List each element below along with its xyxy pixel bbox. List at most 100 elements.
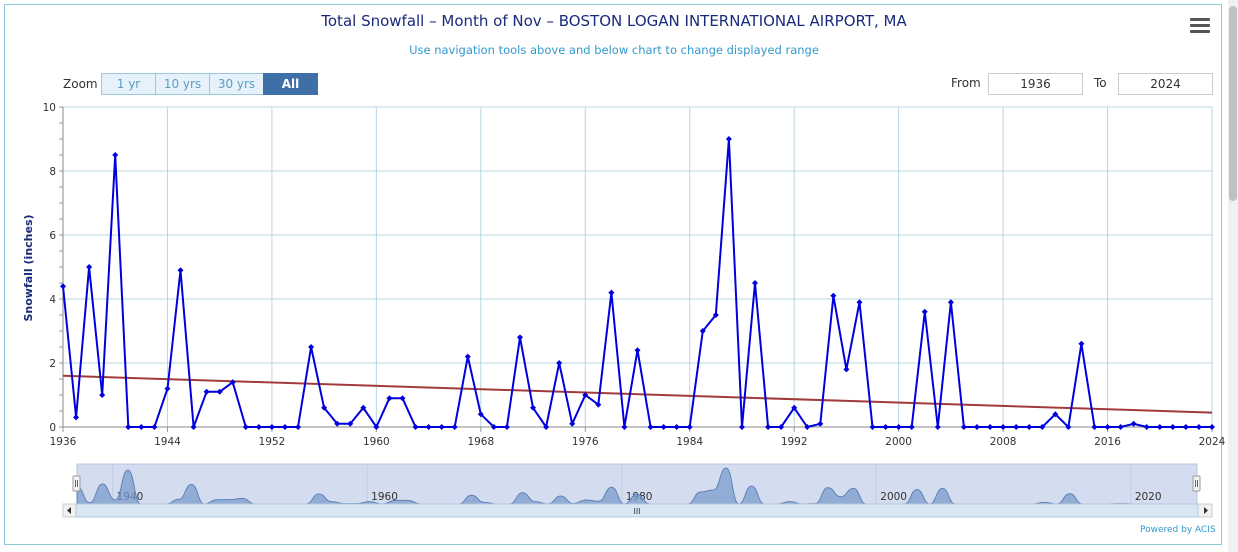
data-point bbox=[1026, 424, 1033, 430]
to-date-input[interactable] bbox=[1118, 73, 1213, 95]
data-point bbox=[934, 424, 941, 430]
data-point bbox=[281, 424, 288, 430]
data-point bbox=[725, 136, 732, 142]
data-point bbox=[295, 424, 302, 430]
data-point bbox=[477, 411, 484, 418]
data-point bbox=[765, 424, 772, 430]
credits-link[interactable]: Powered by ACIS bbox=[1140, 525, 1216, 535]
data-point bbox=[490, 424, 497, 430]
navigator-year-label: 2020 bbox=[1135, 491, 1162, 503]
data-point bbox=[1052, 411, 1059, 418]
x-tick-label: 2024 bbox=[1199, 436, 1226, 448]
zoom-10yrs-button[interactable]: 10 yrs bbox=[155, 73, 210, 95]
data-point bbox=[138, 424, 145, 430]
x-tick-label: 2016 bbox=[1094, 436, 1121, 448]
data-point bbox=[686, 424, 693, 430]
data-point bbox=[752, 280, 759, 286]
scroll-left-arrow-icon[interactable] bbox=[67, 507, 71, 514]
data-point bbox=[1078, 340, 1085, 347]
data-point bbox=[386, 395, 393, 402]
data-point bbox=[1000, 424, 1007, 430]
data-point bbox=[843, 366, 850, 373]
data-point bbox=[530, 404, 537, 411]
y-tick-label: 2 bbox=[49, 358, 56, 370]
x-tick-label: 1992 bbox=[781, 436, 808, 448]
data-point bbox=[987, 424, 994, 430]
zoom-label: Zoom bbox=[63, 77, 98, 91]
from-label: From bbox=[951, 76, 981, 90]
data-point bbox=[595, 401, 602, 408]
data-point bbox=[229, 379, 236, 386]
navigator-year-label: 2000 bbox=[880, 491, 907, 503]
data-point bbox=[125, 424, 132, 430]
data-point bbox=[86, 264, 93, 270]
data-point bbox=[947, 299, 954, 306]
data-point bbox=[268, 424, 275, 430]
data-point bbox=[1143, 424, 1150, 430]
trend-line-path bbox=[62, 374, 1213, 414]
data-point bbox=[373, 424, 380, 430]
from-date-input[interactable] bbox=[988, 73, 1083, 95]
data-point bbox=[1195, 424, 1202, 430]
grid-lines bbox=[62, 106, 1213, 428]
data-point bbox=[673, 424, 680, 430]
data-point bbox=[360, 404, 367, 411]
navigator[interactable]: 19401960198020002020III bbox=[62, 463, 1213, 518]
snowfall-series[interactable] bbox=[60, 136, 1215, 430]
data-point bbox=[60, 283, 66, 290]
navigator-year-label: 1960 bbox=[371, 491, 398, 503]
data-point bbox=[895, 424, 902, 430]
x-tick-label: 1976 bbox=[572, 436, 599, 448]
data-point bbox=[451, 424, 458, 430]
y-tick-label: 6 bbox=[49, 230, 56, 242]
navigator-left-handle[interactable] bbox=[72, 475, 81, 492]
data-point bbox=[1130, 420, 1137, 427]
chart-subtitle: Use navigation tools above and below cha… bbox=[409, 43, 819, 57]
data-point bbox=[712, 312, 719, 318]
navigator-right-handle[interactable] bbox=[1192, 475, 1201, 492]
data-point bbox=[791, 404, 798, 411]
y-tick-label: 4 bbox=[49, 294, 56, 306]
data-point bbox=[543, 424, 550, 430]
data-point bbox=[778, 424, 785, 430]
navigator-scrollbar-thumb[interactable] bbox=[75, 503, 1199, 518]
page-scrollbar-thumb[interactable] bbox=[1229, 6, 1237, 201]
data-point bbox=[960, 424, 967, 430]
axes: 0 2 4 6 8 10 1936 1944 1952 1960 1968 1976 1984 1992 2… bbox=[43, 102, 1226, 448]
scroll-right-arrow-icon[interactable] bbox=[1204, 507, 1208, 514]
data-point bbox=[321, 404, 328, 411]
series-line bbox=[62, 138, 1212, 428]
hamburger-menu-icon[interactable] bbox=[1190, 18, 1210, 36]
data-point bbox=[255, 424, 262, 430]
y-axis-label: Snowfall (inches) bbox=[22, 214, 35, 321]
data-point bbox=[921, 308, 928, 315]
data-point bbox=[112, 152, 119, 158]
data-point bbox=[242, 424, 249, 430]
x-tick-label: 1944 bbox=[154, 436, 181, 448]
data-point bbox=[334, 420, 341, 427]
data-point bbox=[908, 424, 915, 430]
data-point bbox=[190, 424, 197, 430]
data-point bbox=[399, 395, 406, 402]
data-point bbox=[973, 424, 980, 430]
data-point bbox=[804, 424, 811, 430]
data-point bbox=[503, 424, 510, 430]
data-point bbox=[1156, 424, 1163, 430]
data-point bbox=[1091, 424, 1098, 430]
zoom-all-button[interactable]: All bbox=[263, 73, 318, 95]
data-point bbox=[699, 328, 706, 334]
data-point bbox=[151, 424, 158, 430]
data-point bbox=[516, 334, 523, 341]
y-tick-label: 10 bbox=[43, 102, 56, 114]
page-scrollbar[interactable] bbox=[1228, 0, 1238, 552]
data-point bbox=[569, 420, 576, 427]
data-point bbox=[1013, 424, 1020, 430]
data-point bbox=[647, 424, 654, 430]
data-point bbox=[1039, 424, 1046, 430]
data-point bbox=[882, 424, 889, 430]
x-tick-label: 1952 bbox=[259, 436, 286, 448]
y-tick-label: 0 bbox=[49, 422, 56, 434]
data-point bbox=[660, 424, 667, 430]
data-point bbox=[869, 424, 876, 430]
